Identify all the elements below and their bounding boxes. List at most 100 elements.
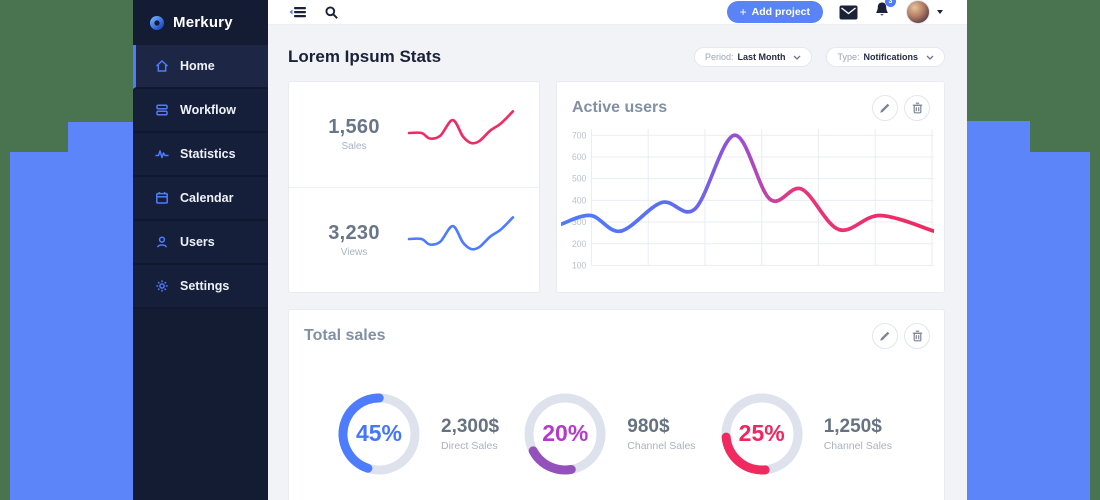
direct-sales-donut-chart: 45% <box>337 392 421 476</box>
svg-text:600: 600 <box>572 152 587 162</box>
app-name: Merkury <box>173 14 233 31</box>
total-sales-card-header: Total sales <box>289 310 944 353</box>
main-area: + Add project 3 <box>268 0 967 500</box>
chevron-down-icon <box>794 55 801 60</box>
svg-text:700: 700 <box>572 130 587 140</box>
type-filter-value: Notifications <box>863 52 918 62</box>
active-users-card: Active users <box>556 81 945 293</box>
delete-button[interactable] <box>904 323 930 349</box>
active-users-chart: 100 200 300 400 500 600 700 <box>561 127 934 284</box>
messages-button[interactable] <box>839 5 858 20</box>
collapse-menu-button[interactable] <box>288 5 308 19</box>
trash-icon <box>912 102 922 114</box>
svg-text:200: 200 <box>572 239 587 249</box>
bg-shape-left-small <box>68 122 133 154</box>
trash-icon <box>912 330 922 342</box>
top-cards-row: 1,560 Sales 3,230 Views <box>288 81 945 293</box>
donut-value-block: 2,300$ Direct Sales <box>441 416 499 452</box>
donut-label: Channel Sales <box>627 439 696 452</box>
sidebar-item-statistics[interactable]: Statistics <box>133 133 268 177</box>
merkury-logo-icon <box>150 15 164 30</box>
total-sales-card: Total sales <box>288 309 945 500</box>
sidebar-item-settings[interactable]: Settings <box>133 265 268 309</box>
search-icon <box>325 5 338 19</box>
statistics-icon <box>155 150 169 159</box>
sidebar: Merkury Home Workflow Statistics <box>133 0 268 500</box>
delete-button[interactable] <box>904 95 930 121</box>
donut-label: Direct Sales <box>441 439 498 452</box>
sales-sparkline-chart <box>407 110 515 145</box>
user-menu-button[interactable] <box>906 0 943 24</box>
period-filter-dropdown[interactable]: Period: Last Month <box>693 47 813 67</box>
active-users-title: Active users <box>572 99 668 116</box>
donut-value-block: 980$ Channel Sales <box>627 416 695 452</box>
active-users-card-header: Active users <box>557 82 944 125</box>
donut-percent-label: 25% <box>738 420 785 446</box>
channel-sales-donut-group-1: 20% 980$ Channel Sales <box>523 392 696 476</box>
bell-icon <box>876 2 888 16</box>
edit-button[interactable] <box>872 323 898 349</box>
type-filter-label: Type: <box>837 52 860 62</box>
donut-value: 980$ <box>627 415 670 437</box>
svg-text:300: 300 <box>572 217 587 227</box>
pencil-icon <box>880 103 890 113</box>
donut-value: 1,250$ <box>823 415 882 437</box>
donut-value: 2,300$ <box>441 415 500 437</box>
channel-sales-donut-chart-2: 25% <box>720 392 804 476</box>
sidebar-item-workflow[interactable]: Workflow <box>133 89 268 133</box>
donut-svg <box>721 393 803 474</box>
mail-icon <box>839 5 858 19</box>
sidebar-item-label: Calendar <box>180 191 234 205</box>
sidebar-item-calendar[interactable]: Calendar <box>133 177 268 221</box>
donut-value-block: 1,250$ Channel Sales <box>824 416 892 452</box>
search-button[interactable] <box>324 5 339 20</box>
pencil-icon <box>880 331 890 341</box>
sales-stat-label: Sales <box>341 141 367 153</box>
donut-svg <box>524 393 606 474</box>
edit-button[interactable] <box>872 95 898 121</box>
workflow-icon <box>156 104 168 116</box>
period-filter-label: Period: <box>704 52 734 62</box>
period-filter-value: Last Month <box>737 52 786 62</box>
donut-percent-label: 20% <box>542 420 589 446</box>
type-filter-dropdown[interactable]: Type: Notifications <box>826 47 945 67</box>
sidebar-item-users[interactable]: Users <box>133 221 268 265</box>
line-chart-svg: 100 200 300 400 500 600 700 <box>561 129 934 271</box>
app-logo[interactable]: Merkury <box>133 0 268 45</box>
sales-stat-tile: 1,560 Sales <box>289 82 539 187</box>
bg-shape-right-small <box>967 121 1030 154</box>
page-title: Lorem Ipsum Stats <box>288 47 442 66</box>
filters: Period: Last Month Type: Notifications <box>693 47 945 67</box>
notifications-button[interactable]: 3 <box>874 0 896 23</box>
donut-label: Channel Sales <box>823 439 892 452</box>
donut-percent-label: 45% <box>355 420 403 446</box>
add-project-button[interactable]: + Add project <box>726 1 823 23</box>
sidebar-item-label: Statistics <box>180 147 236 161</box>
dashboard-window: Merkury Home Workflow Statistics <box>133 0 967 500</box>
direct-sales-donut-group: 45% 2,300$ Direct Sales <box>337 392 499 476</box>
views-sparkline-chart <box>407 215 515 251</box>
sidebar-item-label: Settings <box>180 279 230 293</box>
views-stat-tile: 3,230 Views <box>289 186 539 293</box>
add-project-label: Add project <box>751 6 810 18</box>
channel-sales-donut-group-2: 25% 1,250$ Channel Sales <box>720 392 892 476</box>
page-header: Lorem Ipsum Stats Period: Last Month Typ… <box>288 47 945 67</box>
svg-text:100: 100 <box>572 260 587 270</box>
topbar: + Add project 3 <box>268 0 967 25</box>
views-stat-label: Views <box>340 246 368 258</box>
avatar <box>906 0 930 24</box>
chevron-down-icon <box>937 10 943 14</box>
sidebar-item-home[interactable]: Home <box>133 45 268 89</box>
users-icon <box>157 236 167 248</box>
channel-sales-donut-chart-1: 20% <box>523 392 607 476</box>
calendar-icon <box>156 192 168 204</box>
chevron-down-icon <box>926 55 934 60</box>
plus-icon: + <box>739 5 747 19</box>
sidebar-item-label: Workflow <box>180 103 237 117</box>
sidebar-nav: Home Workflow Statistics Calendar <box>133 45 268 309</box>
bg-shape-right-big <box>967 152 1090 500</box>
total-sales-title: Total sales <box>304 327 386 344</box>
quick-stats-card: 1,560 Sales 3,230 Views <box>288 81 540 293</box>
sales-stat-value: 1,560 <box>328 116 380 139</box>
svg-text:500: 500 <box>572 174 587 184</box>
